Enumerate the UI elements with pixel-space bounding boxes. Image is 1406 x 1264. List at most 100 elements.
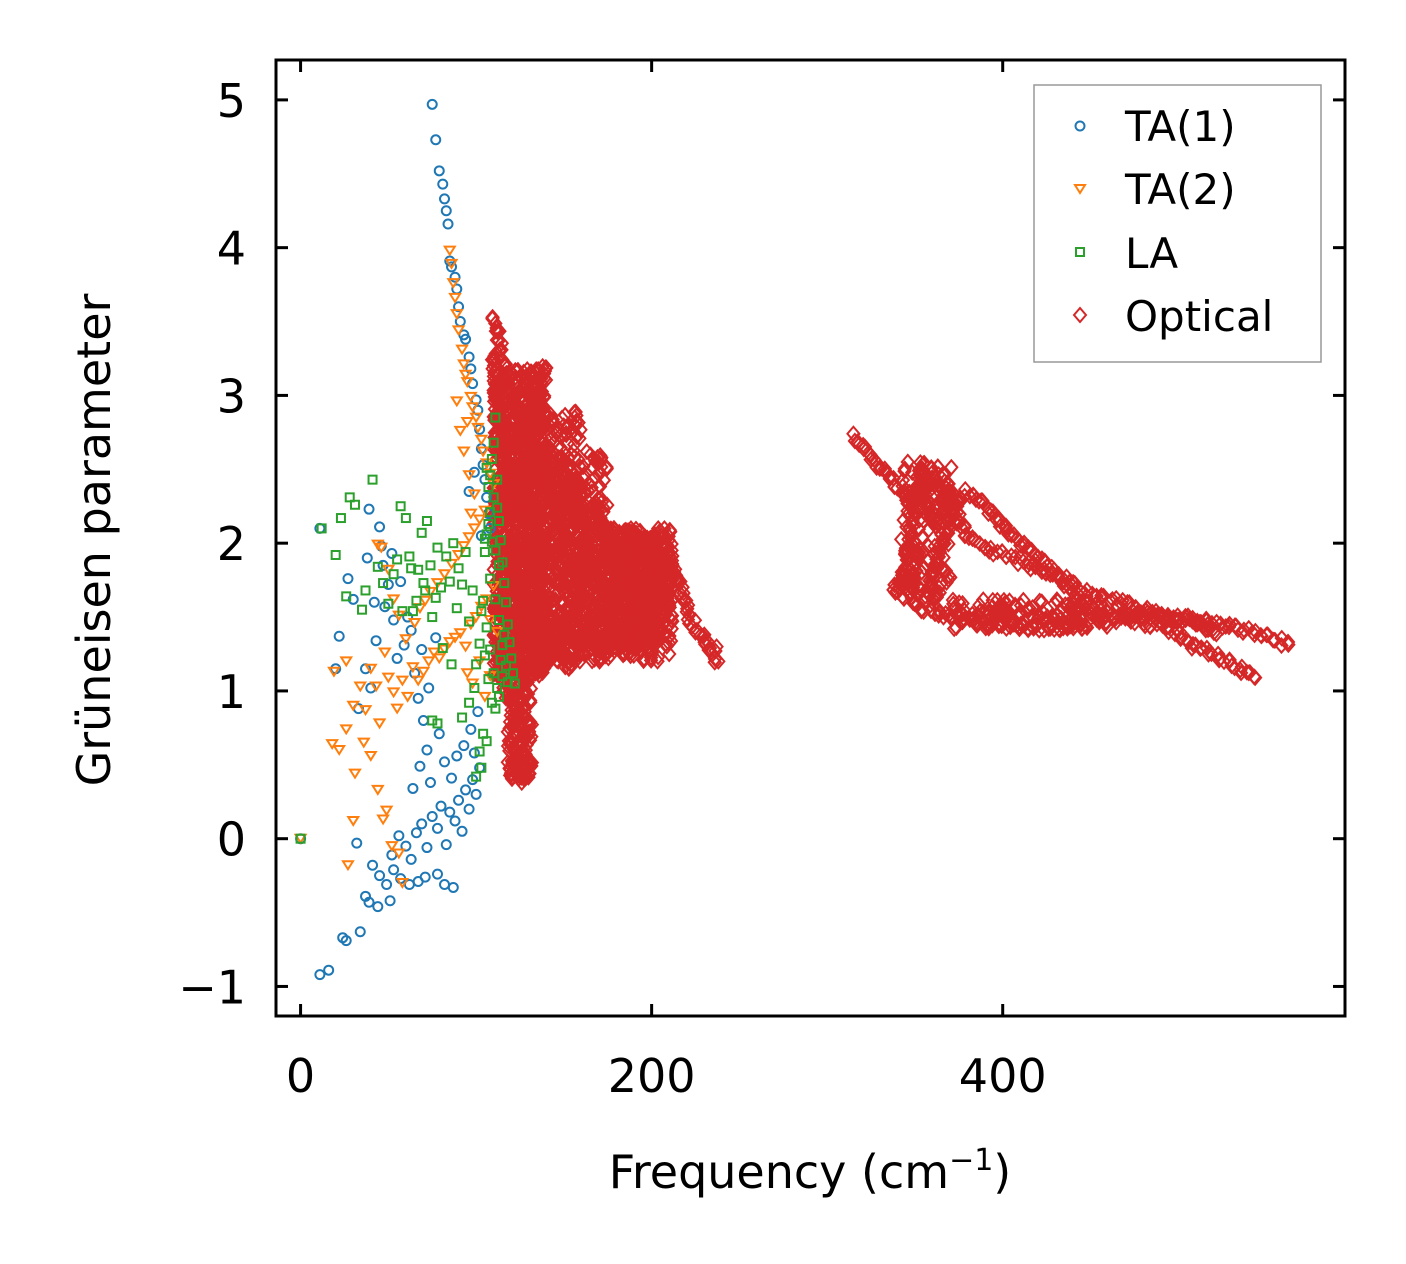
data-point	[485, 644, 496, 655]
data-point	[463, 803, 475, 815]
data-point	[1221, 618, 1237, 636]
data-point	[406, 563, 417, 574]
data-point	[457, 446, 471, 458]
data-point	[507, 716, 523, 734]
data-point	[386, 687, 401, 699]
data-point	[468, 466, 480, 478]
data-point	[451, 750, 463, 762]
data-point	[448, 538, 459, 549]
data-point	[493, 691, 504, 702]
data-point	[414, 760, 426, 772]
data-point	[632, 602, 647, 620]
legend-marker-triangle	[1073, 184, 1087, 195]
data-point	[510, 581, 526, 599]
data-point	[478, 505, 492, 517]
data-point	[363, 503, 375, 515]
data-point	[609, 585, 625, 603]
data-point	[1010, 555, 1026, 573]
data-point	[914, 563, 929, 581]
data-point	[642, 617, 658, 635]
legend-item-ta1: TA(1)	[1074, 102, 1236, 151]
data-point	[928, 507, 944, 525]
data-point	[458, 740, 470, 752]
data-point	[474, 638, 485, 649]
data-point	[342, 573, 354, 585]
data-point	[425, 560, 436, 571]
data-point	[346, 815, 361, 827]
data-point	[391, 652, 403, 664]
data-point	[460, 668, 475, 680]
data-point	[464, 616, 475, 627]
data-point	[376, 814, 390, 826]
data-point	[494, 441, 509, 460]
series-LA	[295, 412, 520, 844]
data-point	[490, 545, 501, 556]
data-point	[405, 853, 417, 865]
data-point	[474, 746, 485, 757]
data-point	[606, 627, 622, 645]
data-point	[435, 800, 447, 812]
data-point	[471, 659, 482, 670]
data-point	[418, 578, 429, 589]
data-point	[509, 451, 525, 469]
data-point	[517, 748, 533, 766]
data-point	[593, 618, 609, 636]
data-point	[897, 460, 913, 478]
data-point	[374, 542, 389, 554]
data-point	[709, 638, 724, 656]
data-point	[400, 840, 412, 852]
data-point	[467, 585, 478, 596]
data-point	[1198, 621, 1214, 639]
data-point	[547, 527, 562, 545]
data-point	[356, 737, 371, 749]
data-point	[1034, 593, 1050, 611]
data-point	[584, 558, 599, 576]
data-point	[944, 503, 959, 521]
data-point	[953, 604, 969, 622]
y-tick-label: 4	[217, 222, 246, 276]
data-point	[1091, 608, 1107, 627]
data-point	[432, 718, 443, 729]
data-point	[649, 634, 664, 652]
data-point	[442, 637, 457, 649]
data-point	[895, 568, 911, 587]
data-point	[1212, 650, 1228, 668]
data-point	[565, 610, 581, 628]
data-point	[1224, 657, 1239, 675]
data-point	[374, 521, 386, 533]
data-point	[463, 485, 475, 497]
data-point	[379, 805, 394, 817]
data-point	[538, 482, 554, 500]
data-point	[472, 656, 487, 668]
data-point	[499, 629, 510, 640]
data-point	[453, 425, 468, 437]
data-point	[497, 640, 508, 651]
data-point	[625, 525, 640, 543]
data-point	[339, 656, 354, 668]
data-point	[444, 806, 456, 818]
data-point	[648, 606, 664, 624]
data-point	[427, 647, 441, 659]
data-point	[531, 583, 547, 601]
data-point	[460, 333, 472, 345]
data-point	[1259, 626, 1274, 644]
data-point	[587, 469, 603, 487]
data-point	[944, 458, 959, 476]
data-point	[517, 469, 533, 488]
data-point	[349, 499, 360, 510]
data-point	[1030, 548, 1046, 566]
data-point	[563, 518, 579, 536]
data-point	[507, 559, 522, 577]
data-point	[1274, 637, 1289, 655]
data-point	[423, 586, 438, 598]
data-point	[520, 685, 536, 703]
data-point	[446, 659, 457, 670]
data-point	[489, 392, 504, 410]
data-point	[464, 508, 478, 520]
data-point	[518, 619, 534, 637]
data-point	[532, 557, 547, 575]
data-point	[927, 605, 943, 623]
data-point	[453, 794, 465, 806]
data-point	[330, 549, 341, 560]
